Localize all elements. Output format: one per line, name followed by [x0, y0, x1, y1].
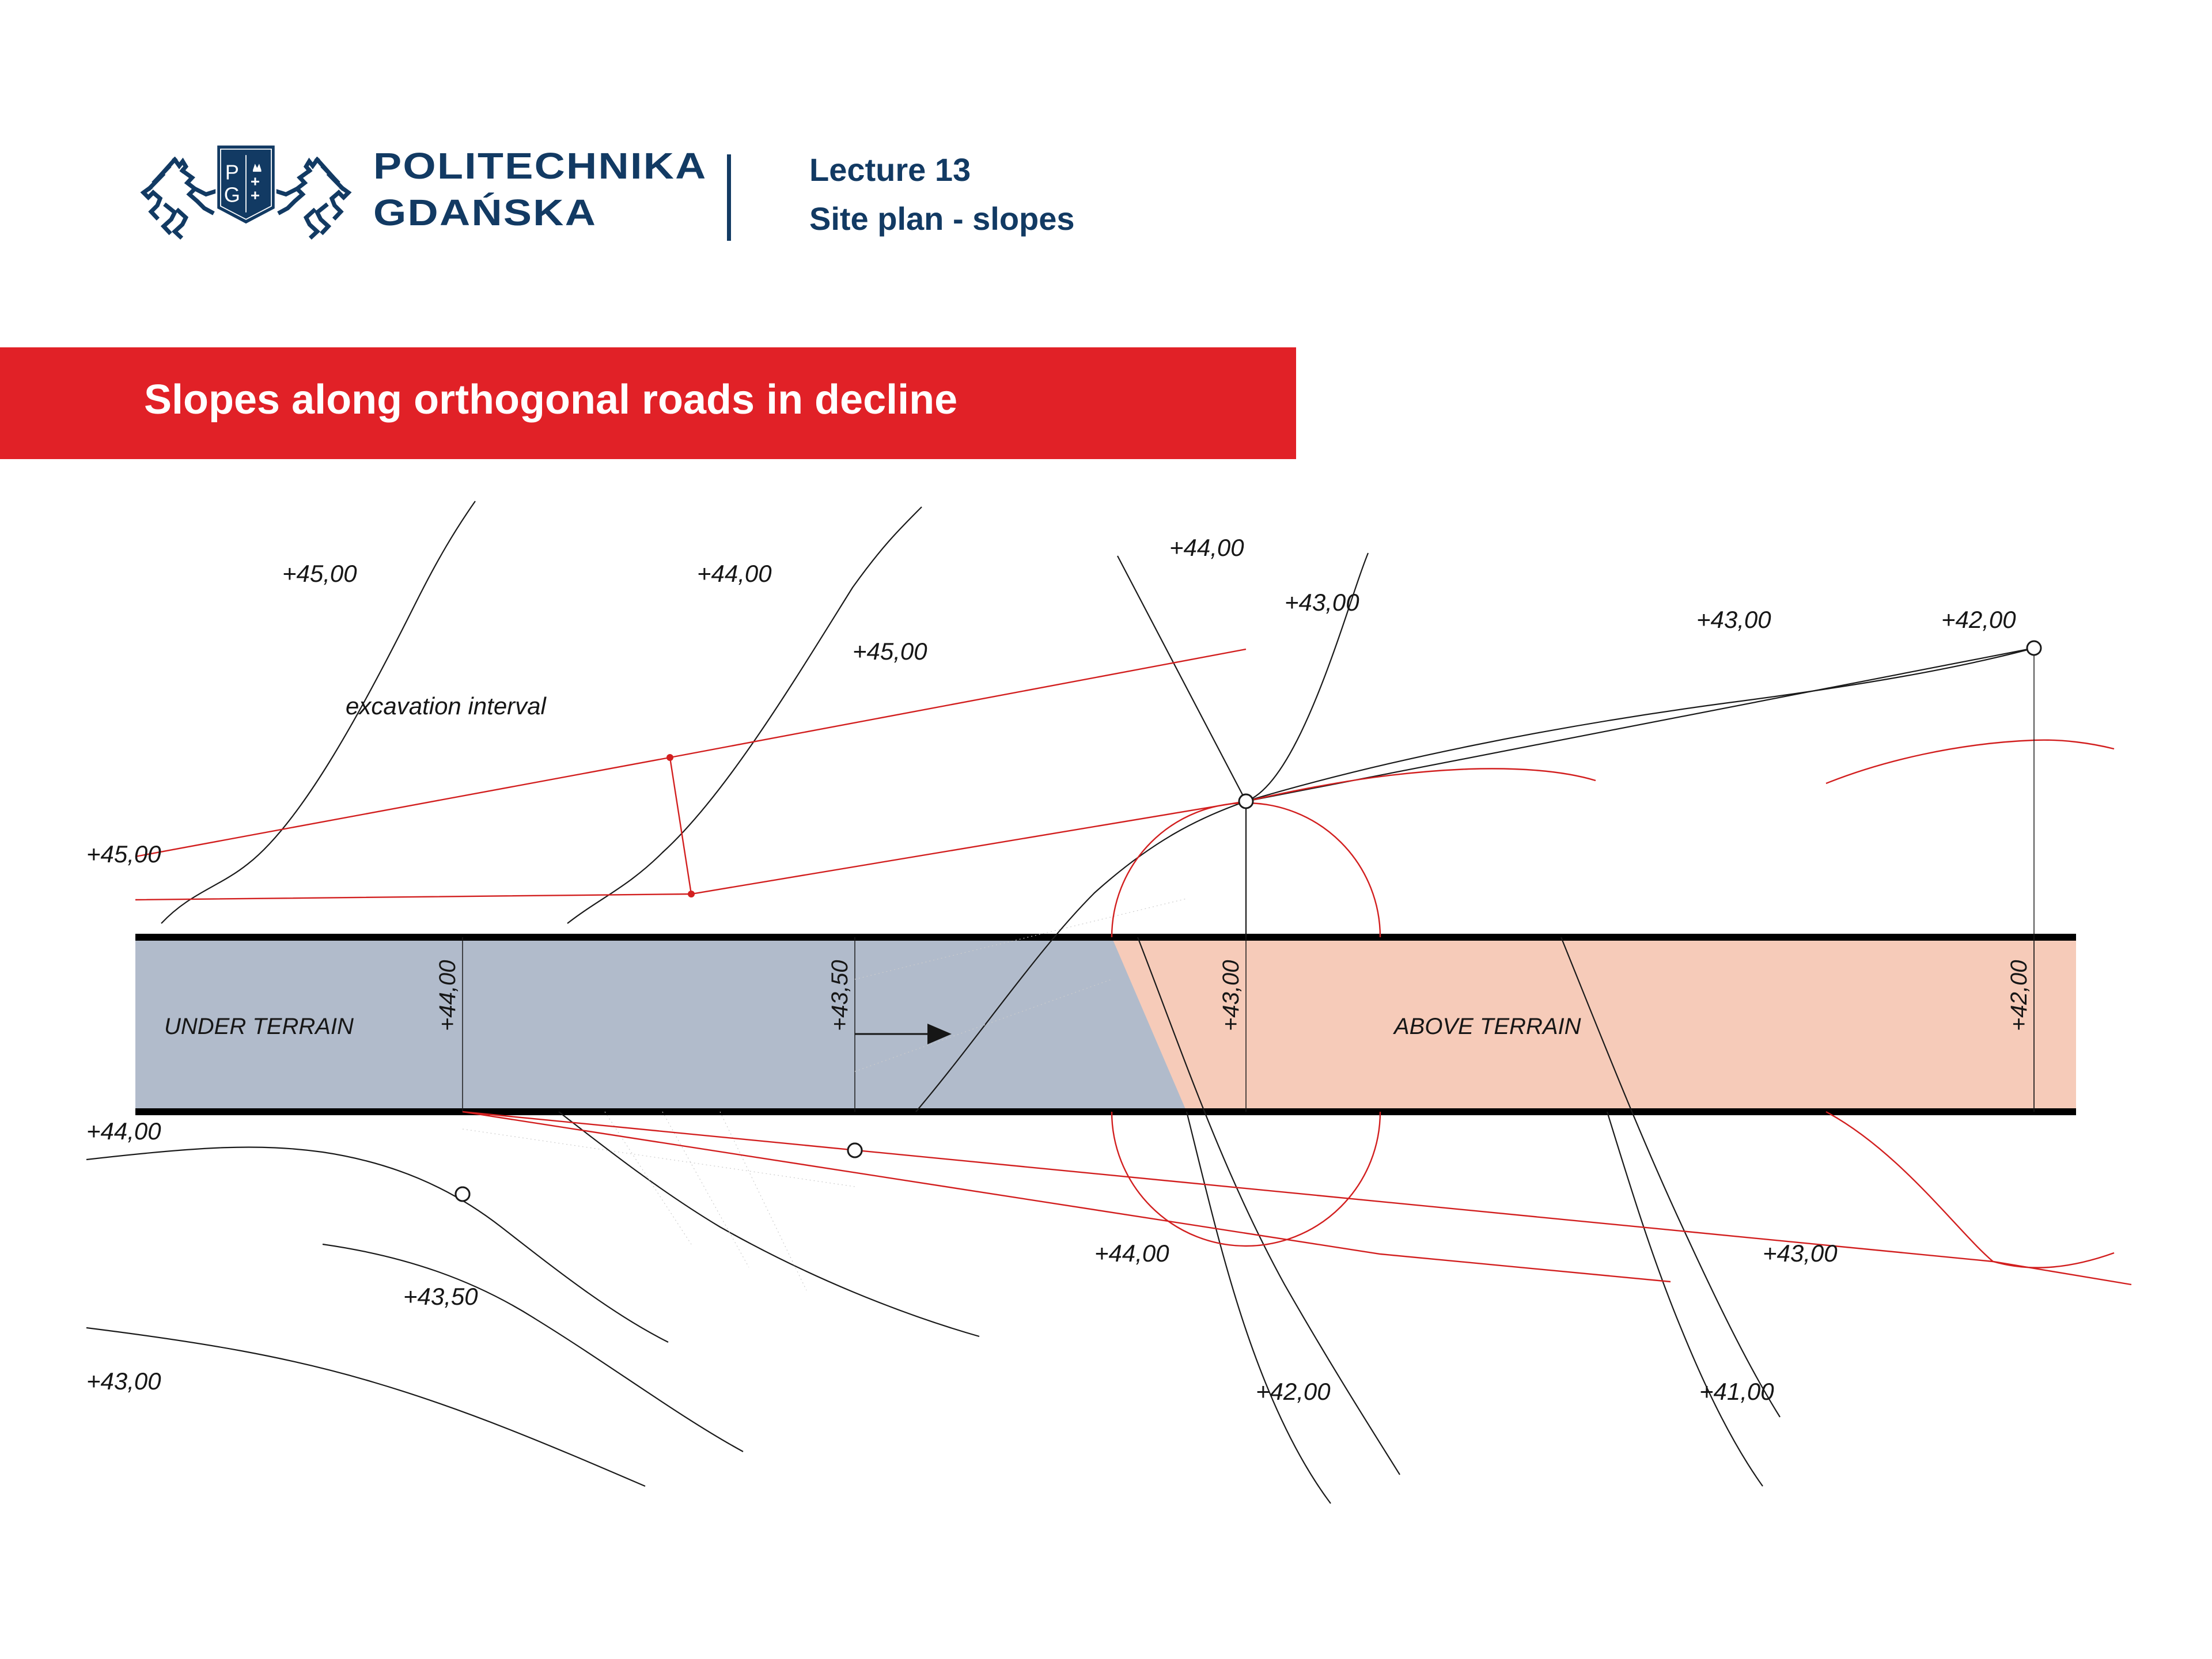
svg-text:+42,00: +42,00 — [1256, 1378, 1331, 1405]
svg-text:+43,00: +43,00 — [1218, 960, 1244, 1031]
svg-text:+45,00: +45,00 — [282, 560, 357, 587]
svg-text:+44,00: +44,00 — [86, 1118, 161, 1145]
svg-text:+42,00: +42,00 — [2006, 960, 2032, 1031]
svg-text:excavation interval: excavation interval — [346, 692, 547, 719]
svg-text:+43,00: +43,00 — [86, 1368, 161, 1395]
svg-text:+43,50: +43,50 — [827, 960, 853, 1031]
svg-text:+44,00: +44,00 — [435, 960, 460, 1031]
svg-text:+42,00: +42,00 — [1941, 606, 2016, 633]
svg-text:+45,00: +45,00 — [853, 638, 927, 665]
svg-text:+44,00: +44,00 — [1169, 534, 1244, 561]
svg-text:+41,00: +41,00 — [1699, 1378, 1774, 1405]
svg-text:+43,00: +43,00 — [1696, 606, 1771, 633]
svg-text:+45,00: +45,00 — [86, 840, 161, 868]
svg-text:+44,00: +44,00 — [1094, 1240, 1169, 1267]
svg-text:+43,00: +43,00 — [1763, 1240, 1838, 1267]
svg-text:+43,50: +43,50 — [403, 1283, 478, 1310]
svg-text:+44,00: +44,00 — [697, 560, 772, 587]
svg-text:+43,00: +43,00 — [1285, 589, 1359, 616]
svg-text:ABOVE TERRAIN: ABOVE TERRAIN — [1393, 1014, 1581, 1039]
svg-text:UNDER TERRAIN: UNDER TERRAIN — [164, 1014, 354, 1039]
